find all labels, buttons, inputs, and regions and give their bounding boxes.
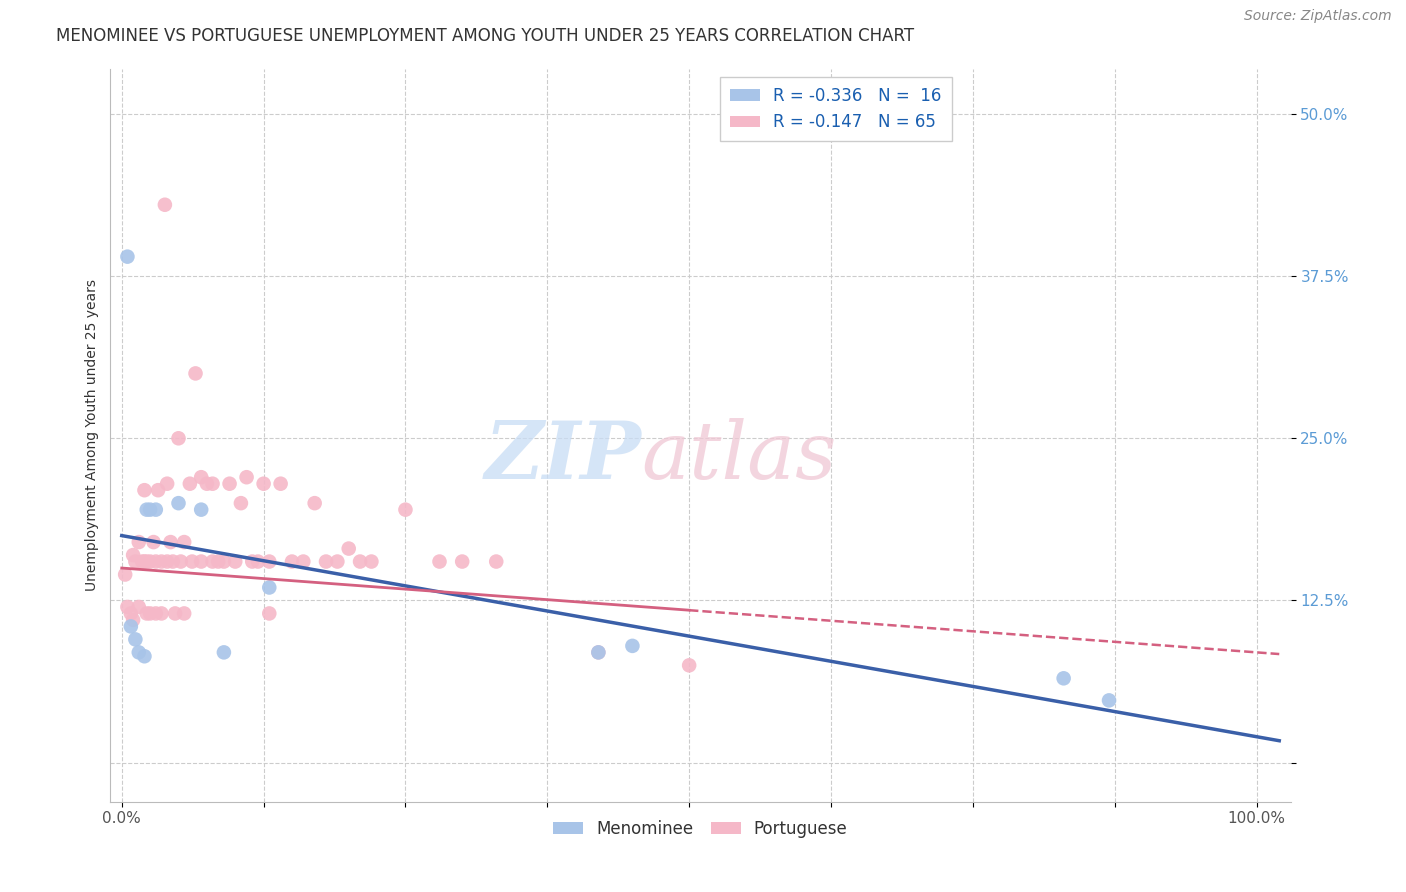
Point — [212, 555, 235, 569]
Point — [224, 555, 246, 569]
Point — [588, 645, 610, 659]
Point — [153, 198, 176, 212]
Point — [292, 555, 315, 569]
Point — [134, 555, 156, 569]
Point — [304, 496, 326, 510]
Point — [145, 607, 167, 621]
Point — [360, 555, 382, 569]
Point — [394, 502, 416, 516]
Point — [120, 607, 142, 621]
Point — [184, 367, 207, 381]
Point — [326, 555, 349, 569]
Point — [259, 607, 281, 621]
Point — [146, 483, 169, 498]
Point — [150, 607, 173, 621]
Point — [281, 555, 304, 569]
Point — [195, 476, 218, 491]
Point — [142, 535, 165, 549]
Point — [190, 502, 212, 516]
Point — [349, 555, 371, 569]
Point — [145, 555, 167, 569]
Point — [131, 555, 153, 569]
Point — [128, 535, 150, 549]
Point — [451, 555, 474, 569]
Point — [270, 476, 292, 491]
Text: MENOMINEE VS PORTUGUESE UNEMPLOYMENT AMONG YOUTH UNDER 25 YEARS CORRELATION CHAR: MENOMINEE VS PORTUGUESE UNEMPLOYMENT AMO… — [56, 27, 914, 45]
Point — [678, 658, 700, 673]
Point — [117, 250, 139, 264]
Point — [1052, 671, 1074, 685]
Text: atlas: atlas — [641, 418, 837, 496]
Point — [162, 555, 184, 569]
Point — [128, 645, 150, 659]
Point — [139, 502, 162, 516]
Point — [117, 599, 139, 614]
Point — [207, 555, 229, 569]
Point — [181, 555, 204, 569]
Point — [128, 599, 150, 614]
Point — [167, 496, 190, 510]
Point — [124, 632, 146, 647]
Legend: Menominee, Portuguese: Menominee, Portuguese — [547, 814, 855, 845]
Point — [135, 555, 157, 569]
Point — [165, 607, 187, 621]
Point — [135, 502, 157, 516]
Point — [139, 555, 162, 569]
Point — [315, 555, 337, 569]
Point — [218, 476, 240, 491]
Point — [246, 555, 269, 569]
Point — [588, 645, 610, 659]
Point — [122, 548, 145, 562]
Point — [429, 555, 451, 569]
Text: ZIP: ZIP — [485, 418, 641, 496]
Point — [145, 502, 167, 516]
Point — [240, 555, 263, 569]
Point — [201, 555, 224, 569]
Point — [235, 470, 257, 484]
Point — [337, 541, 360, 556]
Point — [259, 555, 281, 569]
Point — [173, 535, 195, 549]
Point — [139, 607, 162, 621]
Point — [134, 649, 156, 664]
Point — [252, 476, 274, 491]
Point — [120, 619, 142, 633]
Point — [179, 476, 201, 491]
Text: Source: ZipAtlas.com: Source: ZipAtlas.com — [1244, 9, 1392, 23]
Point — [485, 555, 508, 569]
Point — [1098, 693, 1121, 707]
Point — [212, 645, 235, 659]
Point — [167, 431, 190, 445]
Point — [135, 607, 157, 621]
Point — [150, 555, 173, 569]
Point — [190, 555, 212, 569]
Point — [122, 613, 145, 627]
Y-axis label: Unemployment Among Youth under 25 years: Unemployment Among Youth under 25 years — [86, 279, 100, 591]
Point — [190, 470, 212, 484]
Point — [114, 567, 136, 582]
Point — [134, 483, 156, 498]
Point — [621, 639, 644, 653]
Point — [159, 535, 181, 549]
Point — [124, 555, 146, 569]
Point — [201, 476, 224, 491]
Point — [156, 555, 179, 569]
Point — [173, 607, 195, 621]
Point — [229, 496, 252, 510]
Point — [259, 581, 281, 595]
Point — [156, 476, 179, 491]
Point — [170, 555, 193, 569]
